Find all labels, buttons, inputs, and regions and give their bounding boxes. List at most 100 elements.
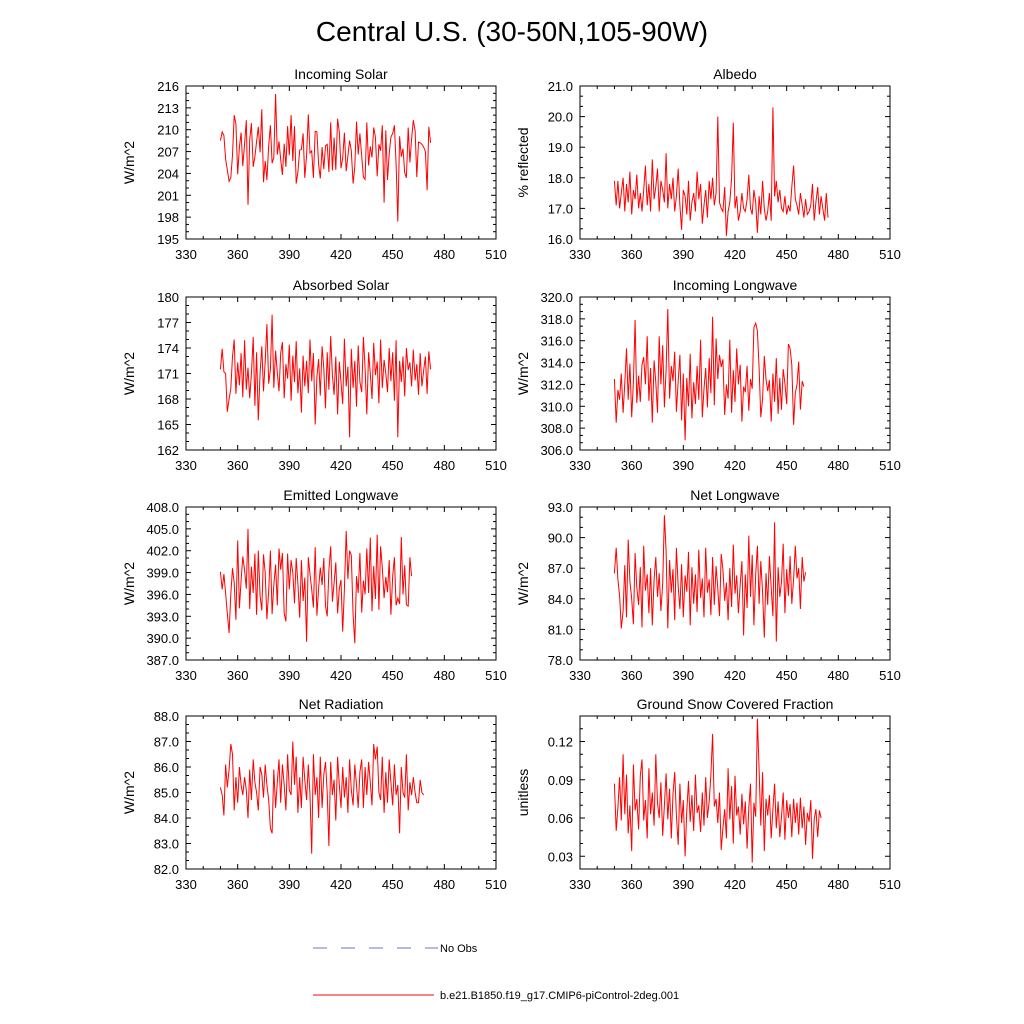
ground-snow-covered-fraction-xtick-label: 330 <box>569 877 591 892</box>
absorbed-solar-ytick-label: 174 <box>157 341 179 356</box>
emitted-longwave-ytick-label: 393.0 <box>146 609 179 624</box>
net-radiation-ylabel: W/m^2 <box>121 771 137 814</box>
panel-incoming-solar: 330 360 390 420 450 480 510 195 198 201 204 207 210 2… <box>121 66 507 262</box>
incoming-longwave-series-line <box>613 308 805 441</box>
incoming-longwave-ytick-label: 316.0 <box>540 334 573 349</box>
emitted-longwave-xtick-label: 510 <box>485 668 507 683</box>
net-radiation-ytick-label: 86.0 <box>154 760 179 775</box>
ground-snow-covered-fraction-ytick-label: 0.06 <box>548 811 573 826</box>
emitted-longwave-xtick-label: 420 <box>330 668 352 683</box>
net-longwave-ytick-label: 81.0 <box>548 622 573 637</box>
incoming-longwave-ylabel: W/m^2 <box>515 352 531 395</box>
incoming-solar-ytick-label: 201 <box>157 188 179 203</box>
ground-snow-covered-fraction-xtick-label: 420 <box>724 877 746 892</box>
net-radiation-ytick-label: 88.0 <box>154 709 179 724</box>
net-radiation-xtick-label: 510 <box>485 877 507 892</box>
incoming-longwave-ytick-label: 314.0 <box>540 356 573 371</box>
absorbed-solar-title: Absorbed Solar <box>293 277 390 293</box>
absorbed-solar-ytick-label: 165 <box>157 418 179 433</box>
incoming-solar-xtick-label: 360 <box>227 247 249 262</box>
incoming-longwave-ytick-label: 310.0 <box>540 399 573 414</box>
absorbed-solar-frame <box>185 296 497 451</box>
incoming-solar-ytick-label: 213 <box>157 101 179 116</box>
emitted-longwave-ytick-label: 402.0 <box>146 544 179 559</box>
net-longwave-ytick-label: 90.0 <box>548 531 573 546</box>
panel-absorbed-solar: 330 360 390 420 450 480 510 162 165 168 171 174 177 1… <box>121 277 507 473</box>
net-longwave-xtick-label: 360 <box>621 668 643 683</box>
absorbed-solar-ytick-label: 171 <box>157 367 179 382</box>
net-radiation-xtick-label: 420 <box>330 877 352 892</box>
net-longwave-series-line <box>613 515 807 642</box>
ground-snow-covered-fraction-xtick-label: 480 <box>827 877 849 892</box>
incoming-longwave-frame <box>579 296 891 451</box>
emitted-longwave-xtick-label: 450 <box>382 668 404 683</box>
albedo-ytick-label: 21.0 <box>548 79 573 94</box>
albedo-ylabel: % reflected <box>515 127 531 197</box>
incoming-longwave-xtick-label: 480 <box>827 458 849 473</box>
emitted-longwave-ytick-label: 387.0 <box>146 653 179 668</box>
emitted-longwave-ytick-label: 390.0 <box>146 631 179 646</box>
panel-net-longwave: 330 360 390 420 450 480 510 78.0 81.0 84.0 87.0 90.… <box>515 487 901 683</box>
panel-emitted-longwave: 330 360 390 420 450 480 510 387.0 390.0 393.0 396.… <box>121 487 507 683</box>
albedo-title: Albedo <box>713 66 757 82</box>
net-longwave-xtick-label: 450 <box>776 668 798 683</box>
net-longwave-xtick-label: 510 <box>879 668 901 683</box>
albedo-xtick-label: 360 <box>621 247 643 262</box>
ground-snow-covered-fraction-xtick-label: 360 <box>621 877 643 892</box>
absorbed-solar-xtick-label: 420 <box>330 458 352 473</box>
emitted-longwave-ytick-label: 405.0 <box>146 522 179 537</box>
incoming-solar-series-line <box>219 93 432 222</box>
panels: 330 360 390 420 450 480 510 195 198 201 204 207 210 2… <box>121 66 901 892</box>
incoming-longwave-ytick-label: 308.0 <box>540 421 573 436</box>
legend-model-label: b.e21.B1850.f19_g17.CMIP6-piControl-2deg… <box>440 990 679 1002</box>
incoming-solar-ytick-label: 198 <box>157 210 179 225</box>
albedo-xtick-label: 390 <box>672 247 694 262</box>
incoming-solar-ytick-label: 195 <box>157 232 179 247</box>
net-radiation-ytick-label: 83.0 <box>154 837 179 852</box>
incoming-solar-ytick-label: 204 <box>157 166 179 181</box>
incoming-solar-xtick-label: 450 <box>382 247 404 262</box>
albedo-ytick-label: 19.0 <box>548 140 573 155</box>
ground-snow-covered-fraction-series-line <box>613 718 822 863</box>
emitted-longwave-title: Emitted Longwave <box>283 487 398 503</box>
incoming-longwave-ytick-label: 318.0 <box>540 312 573 327</box>
incoming-solar-title: Incoming Solar <box>294 66 388 82</box>
incoming-solar-xtick-label: 420 <box>330 247 352 262</box>
ground-snow-covered-fraction-xtick-label: 510 <box>879 877 901 892</box>
incoming-longwave-ytick-label: 312.0 <box>540 377 573 392</box>
absorbed-solar-xtick-label: 360 <box>227 458 249 473</box>
legend: No Obs b.e21.B1850.f19_g17.CMIP6-piContr… <box>313 943 679 1002</box>
net-longwave-ytick-label: 93.0 <box>548 500 573 515</box>
absorbed-solar-ytick-label: 168 <box>157 392 179 407</box>
absorbed-solar-ytick-label: 180 <box>157 290 179 305</box>
incoming-solar-ytick-label: 216 <box>157 79 179 94</box>
incoming-solar-xtick-label: 390 <box>278 247 300 262</box>
net-radiation-ytick-label: 82.0 <box>154 862 179 877</box>
incoming-solar-xtick-label: 510 <box>485 247 507 262</box>
panel-ground-snow-covered-fraction: 330 360 390 420 450 480 510 0.03 0.06 0.09 0.12 Gro… <box>515 696 901 892</box>
ground-snow-covered-fraction-xtick-label: 390 <box>672 877 694 892</box>
absorbed-solar-xtick-label: 390 <box>278 458 300 473</box>
emitted-longwave-xtick-label: 390 <box>278 668 300 683</box>
emitted-longwave-xtick-label: 360 <box>227 668 249 683</box>
albedo-ytick-label: 20.0 <box>548 110 573 125</box>
absorbed-solar-xtick-label: 330 <box>175 458 197 473</box>
incoming-longwave-xtick-label: 330 <box>569 458 591 473</box>
net-radiation-xtick-label: 390 <box>278 877 300 892</box>
emitted-longwave-ytick-label: 399.0 <box>146 566 179 581</box>
incoming-longwave-ytick-label: 320.0 <box>540 290 573 305</box>
incoming-solar-xtick-label: 480 <box>433 247 455 262</box>
incoming-solar-ytick-label: 210 <box>157 123 179 138</box>
main-title: Central U.S. (30-50N,105-90W) <box>316 16 708 47</box>
net-longwave-ytick-label: 87.0 <box>548 561 573 576</box>
absorbed-solar-ytick-label: 162 <box>157 443 179 458</box>
net-radiation-ytick-label: 87.0 <box>154 735 179 750</box>
net-radiation-series-line <box>219 741 425 854</box>
ground-snow-covered-fraction-title: Ground Snow Covered Fraction <box>637 696 834 712</box>
incoming-longwave-xtick-label: 360 <box>621 458 643 473</box>
net-longwave-xtick-label: 420 <box>724 668 746 683</box>
emitted-longwave-series-line <box>219 528 413 644</box>
incoming-longwave-xtick-label: 510 <box>879 458 901 473</box>
net-longwave-ytick-label: 78.0 <box>548 653 573 668</box>
net-radiation-xtick-label: 480 <box>433 877 455 892</box>
